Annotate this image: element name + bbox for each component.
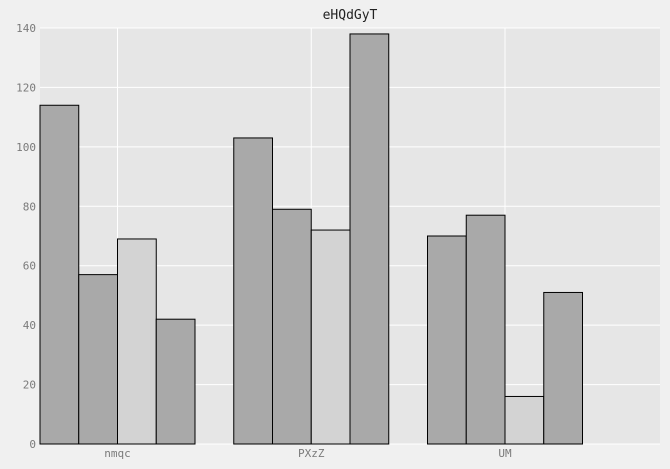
x-tick-label: PXzZ — [298, 447, 325, 460]
bar — [118, 239, 157, 444]
bar — [156, 319, 195, 444]
chart-title: eHQdGyT — [323, 8, 378, 23]
bar — [428, 236, 467, 444]
bar — [350, 34, 389, 444]
bar — [466, 215, 505, 444]
bar — [40, 105, 79, 444]
y-axis-ticks: 0 20 40 60 80 100 120 140 — [16, 22, 36, 451]
bar — [234, 138, 273, 444]
bar — [544, 292, 583, 444]
x-axis-ticks: nmqc PXzZ UM — [104, 447, 512, 460]
bar — [505, 396, 544, 444]
y-tick-label: 100 — [16, 141, 36, 154]
bar — [79, 275, 118, 444]
y-tick-label: 60 — [23, 260, 36, 273]
y-tick-label: 0 — [29, 438, 36, 451]
y-tick-label: 140 — [16, 22, 36, 35]
y-tick-label: 120 — [16, 81, 36, 94]
bar — [273, 209, 312, 444]
x-tick-label: nmqc — [104, 447, 131, 460]
y-tick-label: 80 — [23, 200, 36, 213]
x-tick-label: UM — [498, 447, 512, 460]
bar — [311, 230, 350, 444]
y-tick-label: 20 — [23, 379, 36, 392]
y-tick-label: 40 — [23, 319, 36, 332]
